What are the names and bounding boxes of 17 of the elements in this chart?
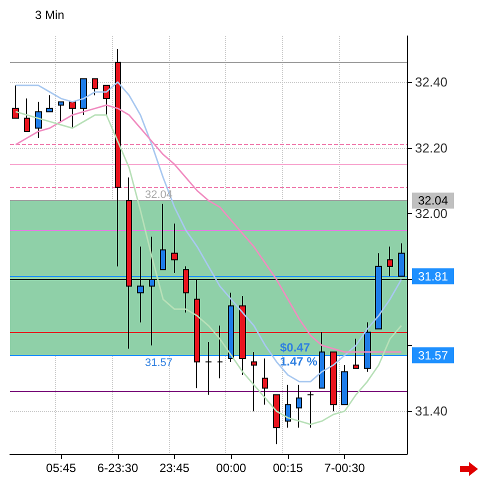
x-tick-label: 23:45 [159,461,190,475]
annotation: 31.57 [145,356,173,369]
x-tick-label: 00:15 [272,461,304,475]
y-tick-label: 31.40 [415,404,448,419]
y-tick-label: 32.20 [415,140,448,156]
x-tick-label: 00:00 [216,461,247,475]
ref-line-label: 32.04 [418,194,448,208]
ref-line-label: 31.57 [418,348,448,362]
x-tick-label: 05:45 [46,461,76,475]
y-tick-label: 32.40 [415,74,448,90]
x-tick-label: 7-00:30 [324,461,366,475]
ref-line-label: 31.81 [418,269,448,284]
annotation: $0.47 [280,340,310,354]
chart-title: 3 Min [35,8,64,22]
annotation: 1.47 % [280,354,318,368]
x-tick-label: 6-23:30 [97,461,138,475]
y-tick-label: 32.00 [415,206,448,222]
